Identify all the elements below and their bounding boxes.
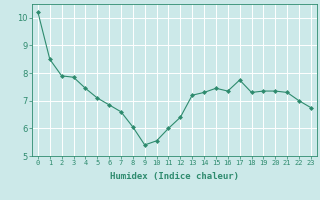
- X-axis label: Humidex (Indice chaleur): Humidex (Indice chaleur): [110, 172, 239, 181]
